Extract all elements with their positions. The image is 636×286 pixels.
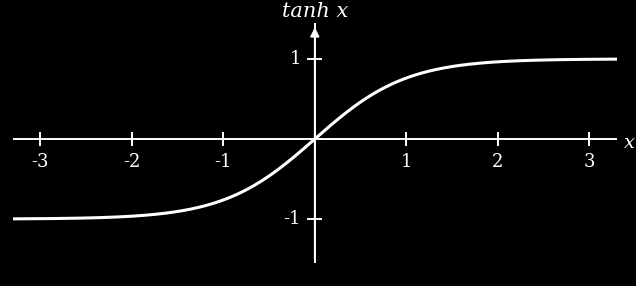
Text: -1: -1 <box>284 210 301 228</box>
Text: x: x <box>625 134 635 152</box>
Text: -2: -2 <box>123 153 141 171</box>
Text: 3: 3 <box>584 153 595 171</box>
Text: 2: 2 <box>492 153 504 171</box>
Text: 1: 1 <box>401 153 412 171</box>
Text: -3: -3 <box>31 153 49 171</box>
Text: -1: -1 <box>214 153 232 171</box>
Text: tanh x: tanh x <box>282 2 348 21</box>
Text: 1: 1 <box>289 50 301 68</box>
